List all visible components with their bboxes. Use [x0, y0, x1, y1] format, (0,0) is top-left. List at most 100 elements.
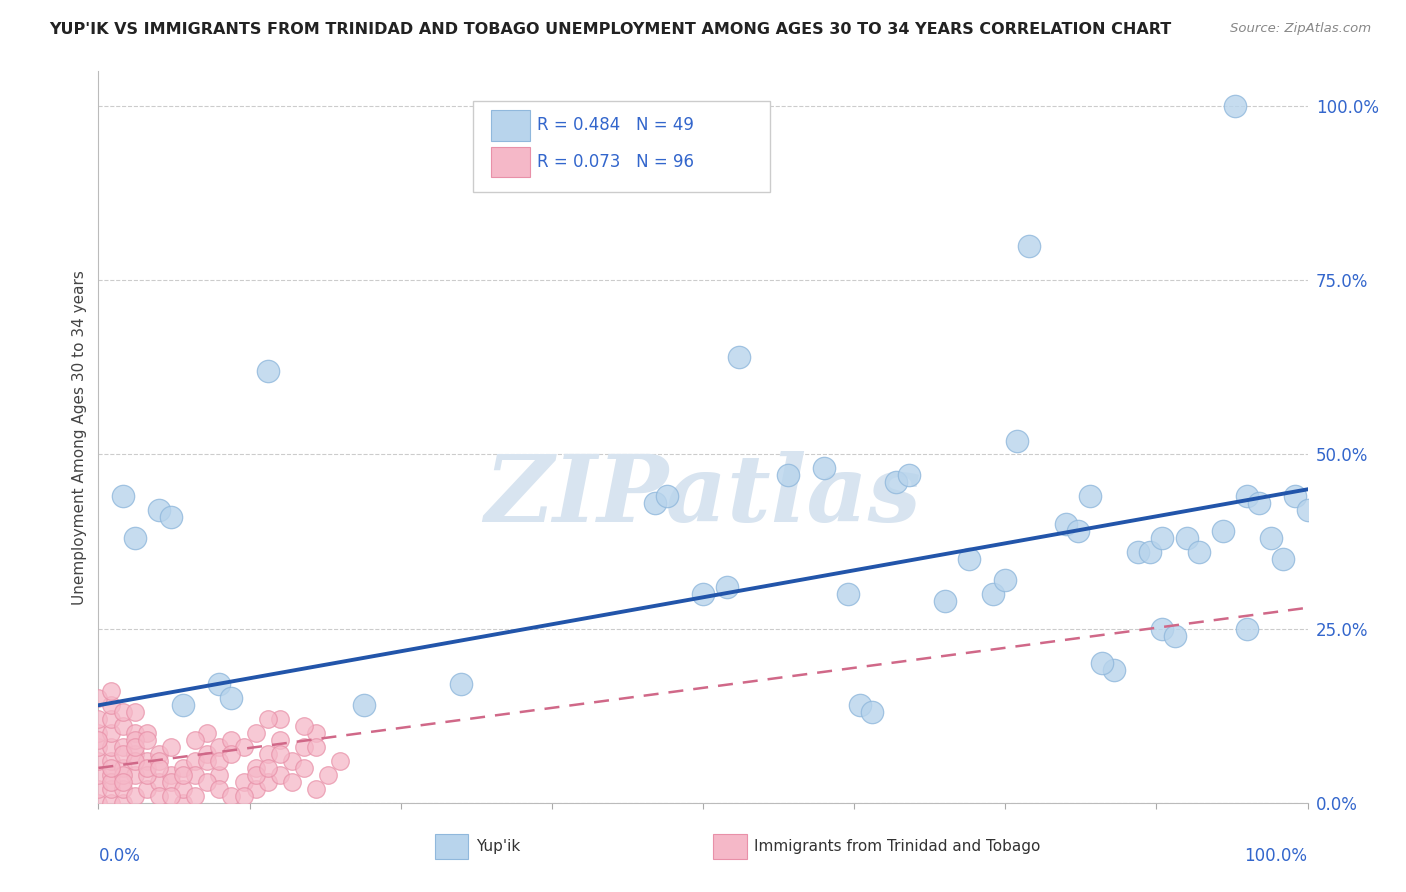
Point: [221, 733, 243, 747]
Point: [135, 768, 157, 782]
Point: [1139, 545, 1161, 559]
Point: [172, 796, 194, 810]
Point: [111, 705, 134, 719]
Point: [849, 698, 872, 713]
Point: [135, 733, 157, 747]
Point: [1175, 531, 1198, 545]
Point: [111, 781, 134, 796]
Text: YUP'IK VS IMMIGRANTS FROM TRINIDAD AND TOBAGO UNEMPLOYMENT AMONG AGES 30 TO 34 Y: YUP'IK VS IMMIGRANTS FROM TRINIDAD AND T…: [49, 22, 1171, 37]
Text: Source: ZipAtlas.com: Source: ZipAtlas.com: [1230, 22, 1371, 36]
Point: [124, 789, 146, 803]
Text: 100.0%: 100.0%: [1244, 847, 1308, 864]
Y-axis label: Unemployment Among Ages 30 to 34 years: Unemployment Among Ages 30 to 34 years: [72, 269, 87, 605]
Point: [269, 747, 291, 761]
Point: [232, 775, 254, 789]
Point: [934, 594, 956, 608]
Point: [160, 768, 183, 782]
Point: [208, 754, 231, 768]
Point: [292, 719, 315, 733]
Point: [100, 684, 122, 698]
Point: [111, 740, 134, 755]
Point: [644, 496, 666, 510]
Point: [184, 789, 207, 803]
Point: [1249, 496, 1271, 510]
Point: [124, 747, 146, 761]
Point: [184, 733, 207, 747]
Point: [1236, 489, 1258, 503]
FancyBboxPatch shape: [492, 146, 530, 178]
Point: [1163, 629, 1185, 643]
Point: [269, 712, 291, 726]
Point: [148, 754, 170, 768]
Point: [100, 698, 122, 713]
Point: [172, 768, 194, 782]
Point: [87, 733, 110, 747]
Point: [860, 705, 883, 719]
Point: [353, 698, 375, 713]
Point: [160, 510, 183, 524]
Point: [100, 754, 122, 768]
Point: [886, 475, 908, 490]
Point: [292, 740, 315, 755]
Point: [87, 726, 110, 740]
FancyBboxPatch shape: [434, 834, 468, 859]
Point: [184, 754, 207, 768]
Point: [329, 754, 352, 768]
Point: [172, 698, 194, 713]
Point: [1067, 524, 1090, 538]
Point: [305, 726, 328, 740]
Point: [1284, 489, 1306, 503]
Point: [87, 754, 110, 768]
Point: [305, 781, 328, 796]
Point: [124, 733, 146, 747]
Point: [111, 719, 134, 733]
Point: [256, 364, 278, 378]
Point: [111, 747, 134, 761]
Point: [111, 768, 134, 782]
Point: [776, 468, 799, 483]
Point: [1091, 657, 1114, 671]
Point: [87, 712, 110, 726]
Point: [1236, 622, 1258, 636]
Point: [256, 775, 278, 789]
Point: [256, 712, 278, 726]
Point: [269, 733, 291, 747]
Point: [837, 587, 859, 601]
Point: [450, 677, 472, 691]
Point: [148, 503, 170, 517]
Point: [245, 768, 267, 782]
Point: [1296, 503, 1319, 517]
Point: [184, 768, 207, 782]
Point: [100, 740, 122, 755]
Point: [269, 768, 291, 782]
Point: [100, 712, 122, 726]
Point: [135, 781, 157, 796]
Point: [87, 781, 110, 796]
Point: [957, 552, 980, 566]
Text: R = 0.484   N = 49: R = 0.484 N = 49: [537, 117, 695, 135]
Point: [1078, 489, 1101, 503]
Point: [232, 789, 254, 803]
Point: [135, 761, 157, 775]
Point: [124, 754, 146, 768]
Point: [148, 775, 170, 789]
Point: [281, 754, 304, 768]
Point: [87, 740, 110, 755]
Point: [655, 489, 678, 503]
Point: [148, 789, 170, 803]
Point: [1128, 545, 1150, 559]
Point: [221, 691, 243, 706]
Point: [221, 789, 243, 803]
Point: [281, 775, 304, 789]
Point: [1102, 664, 1125, 678]
Point: [245, 761, 267, 775]
Point: [232, 740, 254, 755]
Point: [1260, 531, 1282, 545]
Point: [100, 726, 122, 740]
Point: [111, 761, 134, 775]
Point: [1018, 238, 1040, 252]
Point: [87, 691, 110, 706]
Point: [195, 754, 218, 768]
Point: [135, 754, 157, 768]
Point: [292, 761, 315, 775]
